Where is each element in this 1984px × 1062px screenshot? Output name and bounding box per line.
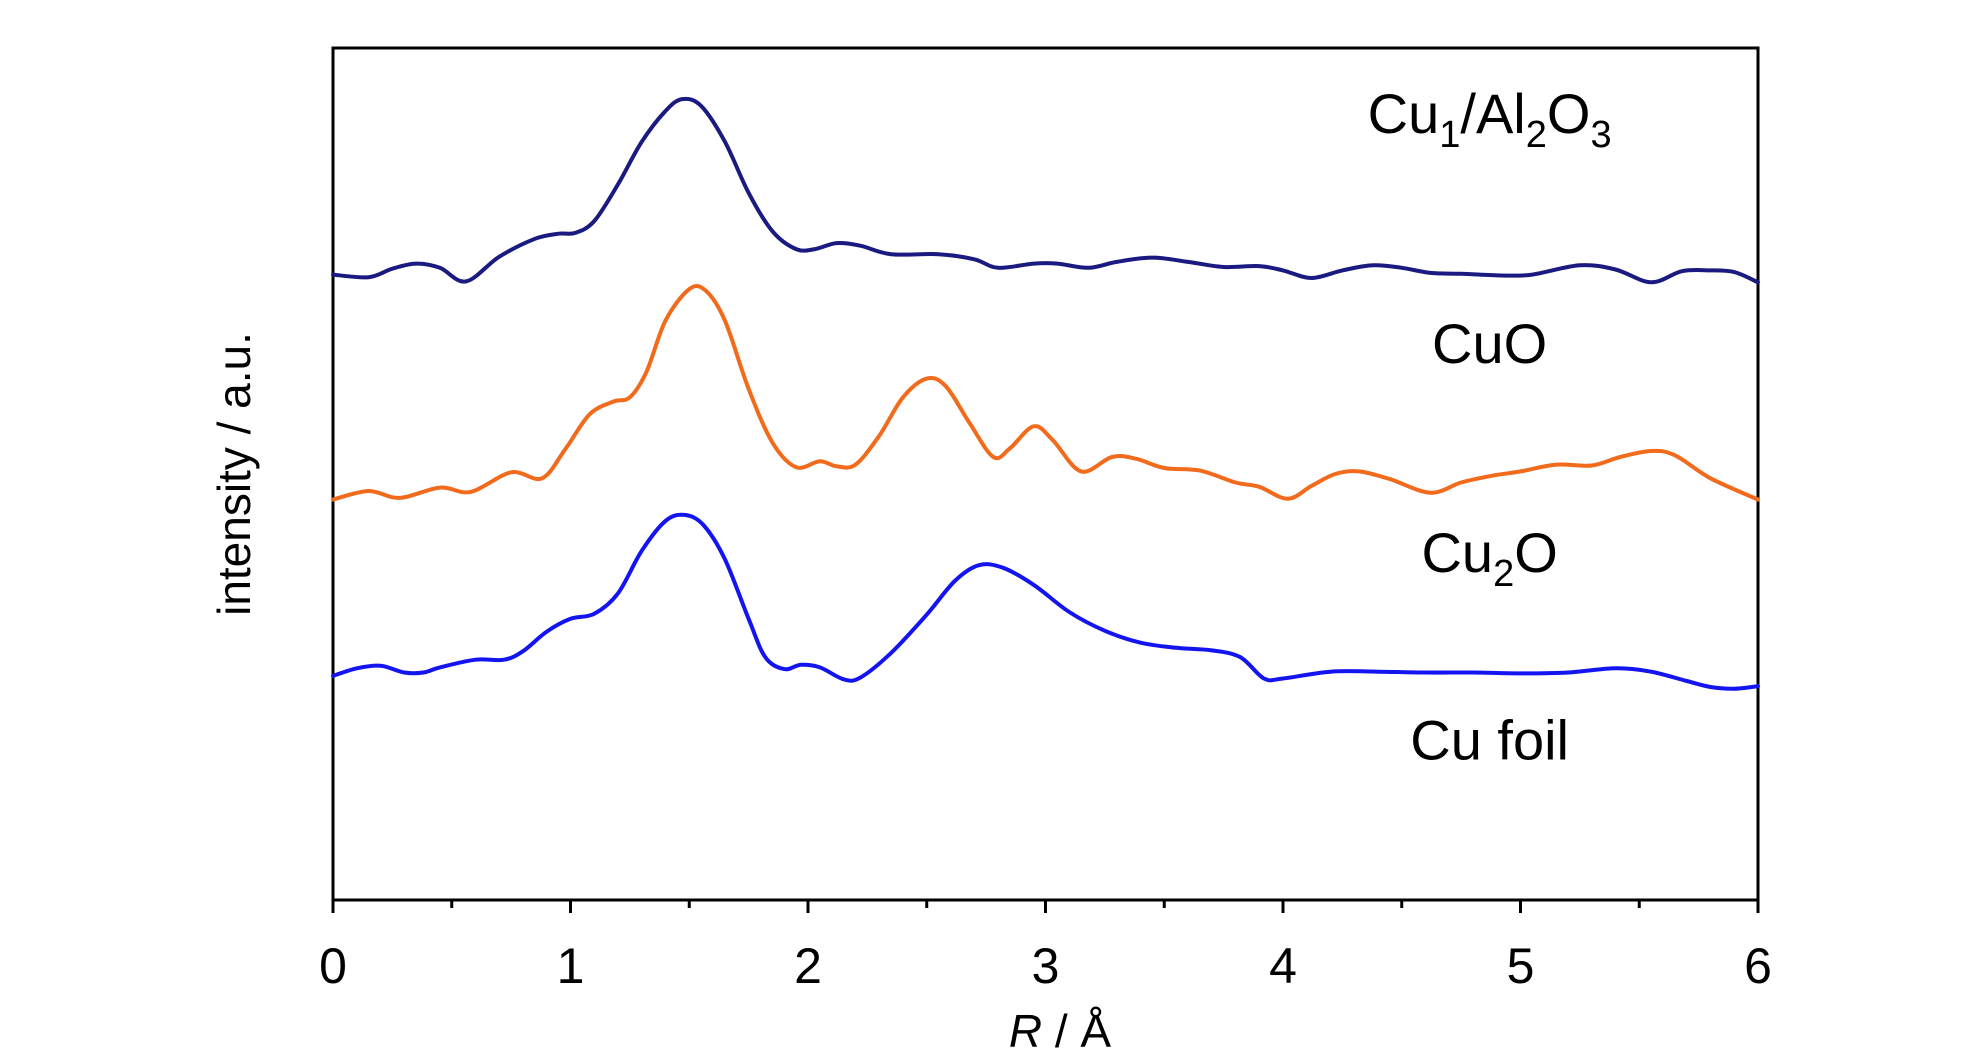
x-tick-label: 1 — [557, 938, 585, 994]
series-layer — [331, 96, 1760, 691]
x-axis-label: R / Å — [1009, 1005, 1112, 1057]
y-axis-label: intensity / a.u. — [208, 332, 260, 616]
x-axis-label-symbol: R — [1009, 1005, 1042, 1057]
x-tick-label: 4 — [1269, 938, 1297, 994]
curve-label-cufoil: Cu foil — [1410, 708, 1569, 771]
x-tick-label: 5 — [1507, 938, 1535, 994]
x-tick-label: 6 — [1744, 938, 1772, 994]
curve-label-cu2o: Cu2O — [1421, 521, 1557, 595]
x-axis-label-unit: / Å — [1042, 1005, 1111, 1057]
curve-label-cuo: CuO — [1432, 312, 1547, 375]
series-line-cu1-al2o3 — [331, 96, 1760, 285]
x-axis-ticks: 0 1 2 3 4 5 6 — [319, 900, 1772, 994]
x-tick-label: 0 — [319, 938, 347, 994]
curve-labels: Cu1/Al2O3 CuO Cu2O Cu foil — [1368, 82, 1612, 771]
x-tick-label: 2 — [794, 938, 822, 994]
series-line-cu2o — [331, 512, 1760, 691]
x-tick-label: 3 — [1032, 938, 1060, 994]
curve-label-cu1: Cu1/Al2O3 — [1368, 82, 1612, 156]
series-line-cuo — [331, 284, 1760, 502]
